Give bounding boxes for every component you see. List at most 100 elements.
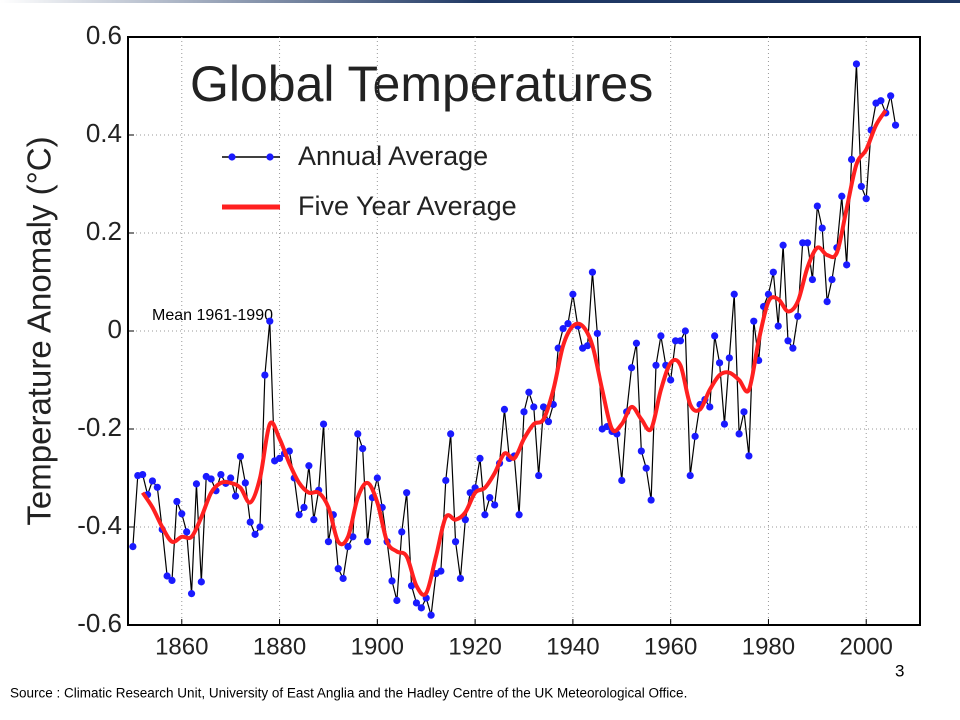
data-point xyxy=(730,290,738,298)
x-tick-label: 2000 xyxy=(840,633,893,660)
data-point xyxy=(774,322,782,330)
x-tick-label: 1880 xyxy=(253,633,306,660)
data-point xyxy=(456,574,465,583)
y-tick-label: -0.4 xyxy=(77,510,122,540)
y-tick-label: -0.6 xyxy=(77,608,122,638)
data-point xyxy=(637,447,645,455)
data-point xyxy=(720,420,729,428)
data-point xyxy=(535,471,543,480)
data-point xyxy=(261,371,269,379)
data-point xyxy=(173,497,181,506)
data-point xyxy=(427,611,435,619)
data-point xyxy=(583,342,592,350)
data-point xyxy=(300,503,308,511)
data-point xyxy=(593,329,601,338)
data-point xyxy=(784,337,792,345)
data-point xyxy=(163,572,171,580)
data-point xyxy=(769,268,777,276)
data-point xyxy=(217,470,225,479)
data-point xyxy=(197,578,205,586)
data-point xyxy=(877,97,885,105)
data-point xyxy=(676,337,685,345)
data-point xyxy=(588,268,597,276)
data-point xyxy=(539,403,548,411)
data-point xyxy=(843,261,851,269)
x-tick-label: 1860 xyxy=(155,633,208,660)
data-point xyxy=(412,599,421,607)
data-point xyxy=(725,354,733,362)
data-point xyxy=(740,408,748,416)
data-point xyxy=(891,121,900,129)
data-point xyxy=(887,92,895,100)
legend-marker xyxy=(228,153,236,161)
data-point xyxy=(319,420,328,428)
data-point xyxy=(711,332,719,340)
data-point xyxy=(808,275,817,284)
data-point xyxy=(686,471,694,480)
data-point xyxy=(667,376,675,384)
data-point xyxy=(339,574,347,583)
data-point xyxy=(256,523,264,531)
data-point xyxy=(324,538,333,546)
data-point xyxy=(745,452,753,460)
source-note: Source : Climatic Research Unit, Univers… xyxy=(10,686,687,701)
x-tick-label: 1960 xyxy=(644,633,697,660)
data-point xyxy=(735,430,743,438)
plot xyxy=(128,36,920,626)
data-point xyxy=(515,511,523,519)
x-tick-label: 1980 xyxy=(742,633,795,660)
data-point xyxy=(647,496,655,504)
data-point xyxy=(491,501,499,509)
data-point xyxy=(231,492,240,500)
data-point xyxy=(275,454,284,462)
data-point xyxy=(486,494,494,502)
data-point xyxy=(354,430,362,438)
data-point xyxy=(681,327,689,335)
data-point xyxy=(148,477,157,485)
y-tick-label: 0.2 xyxy=(86,216,122,246)
data-point xyxy=(544,418,553,426)
series-line xyxy=(141,109,888,597)
data-point xyxy=(627,364,636,372)
data-point xyxy=(207,475,215,483)
data-point xyxy=(564,320,572,328)
data-point xyxy=(476,454,484,462)
annotation: Mean 1961-1990 xyxy=(152,307,273,324)
data-point xyxy=(847,155,856,164)
y-tick-label: 0.4 xyxy=(86,118,122,148)
data-point xyxy=(862,195,870,203)
data-point xyxy=(227,474,235,482)
data-point xyxy=(500,405,509,413)
data-point xyxy=(642,464,650,472)
data-point xyxy=(153,483,161,491)
data-point xyxy=(789,344,797,352)
data-point xyxy=(398,528,406,536)
data-point xyxy=(632,339,641,347)
data-point xyxy=(437,567,445,575)
x-tick-label: 1900 xyxy=(351,633,404,660)
data-point xyxy=(818,224,826,232)
data-point xyxy=(168,576,176,585)
x-tick-label: 1940 xyxy=(546,633,599,660)
data-point xyxy=(393,596,401,605)
data-point xyxy=(129,543,137,551)
data-point xyxy=(305,462,313,470)
data-point xyxy=(295,511,303,519)
data-point xyxy=(657,332,665,340)
data-point xyxy=(285,447,293,455)
data-point xyxy=(407,582,416,590)
data-point xyxy=(750,317,758,325)
data-point xyxy=(187,590,196,598)
data-point xyxy=(813,202,821,210)
data-point xyxy=(794,312,802,320)
data-point xyxy=(334,565,342,573)
data-point xyxy=(779,241,787,249)
data-point xyxy=(451,538,460,546)
data-point xyxy=(447,430,455,438)
y-tick-label: 0 xyxy=(108,314,122,344)
data-point xyxy=(417,604,425,612)
data-point xyxy=(236,452,245,461)
data-point xyxy=(857,182,865,191)
